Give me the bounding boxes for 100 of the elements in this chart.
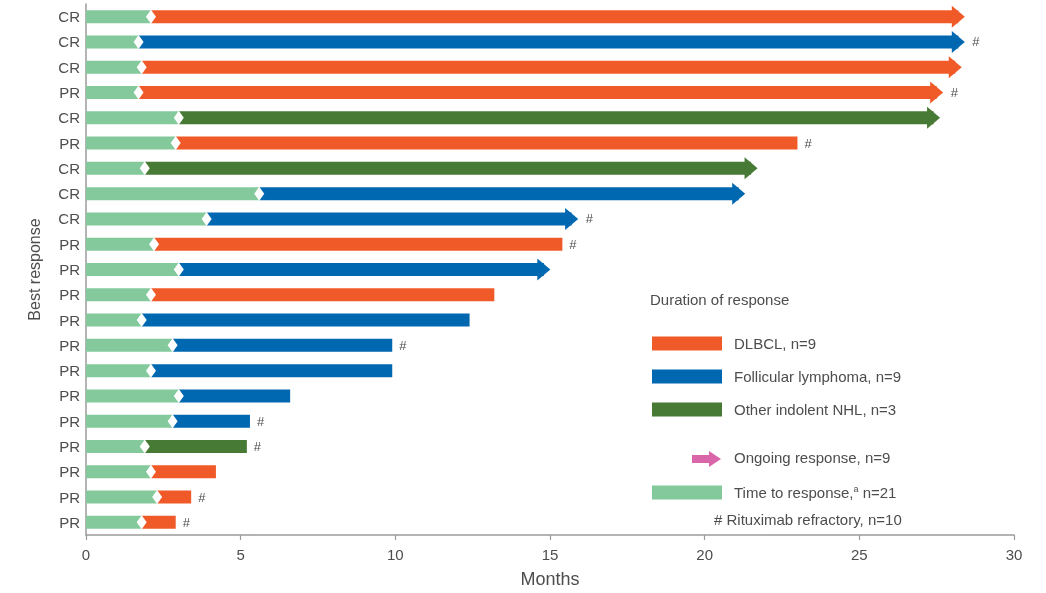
bar	[141, 515, 176, 529]
y-tick-label: PR	[59, 438, 81, 455]
x-tick-label: 0	[81, 546, 91, 563]
data-label: #	[198, 489, 207, 505]
point	[170, 136, 181, 151]
bar	[141, 313, 470, 327]
data-label: #	[804, 135, 813, 151]
bar	[86, 440, 145, 453]
annotation: Ongoing response, n=9	[734, 449, 891, 466]
legend-label: Other indolent NHL, n=3	[734, 401, 897, 418]
point	[173, 110, 184, 125]
x-axis-title: Months	[520, 569, 580, 589]
y-tick-label: PR	[59, 513, 81, 531]
y-tick-label: PR	[59, 463, 81, 481]
y-axis-title: Best response	[25, 218, 43, 321]
y-tick-label: CR	[58, 185, 81, 203]
data-label: #	[253, 439, 262, 454]
point	[173, 262, 184, 277]
bar	[86, 288, 151, 302]
y-tick-label: PR	[59, 412, 81, 430]
x-tick-label: 20	[696, 546, 714, 563]
point	[173, 388, 184, 403]
bar	[86, 212, 207, 226]
bar	[86, 414, 173, 428]
bar	[86, 515, 142, 529]
y-tick-label: PR	[59, 235, 81, 253]
bar	[157, 490, 192, 504]
data-label: #	[569, 236, 578, 252]
bar	[86, 10, 151, 24]
point	[139, 439, 150, 454]
bar	[86, 187, 260, 201]
x-tick-label: 30	[1005, 546, 1023, 563]
data-label: #	[585, 211, 594, 227]
bar	[172, 414, 250, 428]
data-label: #	[972, 34, 981, 50]
data-label: #	[399, 337, 408, 353]
legend-label: Follicular lymphoma, n=9	[734, 368, 902, 385]
bar	[154, 237, 563, 251]
y-tick-label: CR	[58, 58, 81, 76]
point	[201, 211, 212, 226]
y-tick-label: PR	[59, 286, 81, 304]
bar	[86, 136, 176, 150]
bar	[150, 364, 393, 378]
point	[167, 414, 178, 429]
bar	[86, 263, 179, 276]
data-label: #	[256, 413, 265, 429]
point	[145, 363, 156, 378]
point	[254, 186, 265, 201]
bar	[175, 136, 798, 150]
point	[139, 161, 150, 176]
bar	[86, 364, 151, 378]
y-tick-label: CR	[58, 159, 81, 177]
bar	[144, 440, 247, 453]
bar	[86, 465, 151, 479]
legend-title: Duration of response	[650, 291, 790, 308]
bar	[86, 237, 155, 251]
data-label: #	[950, 85, 959, 100]
x-tick-label: 15	[541, 546, 559, 563]
point	[152, 490, 163, 505]
bar	[86, 313, 142, 327]
y-tick-label: CR	[58, 109, 81, 127]
bar	[86, 161, 145, 175]
annotation: # Rituximab refractory, n=10	[714, 511, 902, 528]
x-tick-label: 25	[850, 546, 868, 563]
y-tick-label: CR	[58, 210, 81, 228]
bar	[86, 60, 142, 74]
legend-label: DLBCL, n=9	[734, 335, 817, 352]
x-tick-label: 5	[236, 546, 245, 563]
point	[136, 515, 147, 530]
bar	[86, 111, 179, 125]
point	[136, 313, 147, 328]
bar	[86, 338, 173, 352]
bar	[150, 288, 495, 302]
bar	[86, 490, 158, 504]
bar	[86, 389, 179, 403]
bar	[172, 338, 393, 352]
point	[145, 9, 156, 24]
x-tick-label: 10	[386, 546, 404, 563]
point	[136, 60, 147, 75]
y-tick-label: PR	[59, 387, 81, 405]
point	[167, 338, 178, 353]
y-tick-label: PR	[59, 362, 81, 380]
y-tick-label: CR	[58, 8, 81, 26]
y-tick-label: PR	[59, 488, 81, 506]
point	[133, 34, 144, 49]
y-tick-label: PR	[59, 84, 81, 101]
bar	[86, 86, 139, 99]
data-label: #	[182, 514, 191, 530]
y-tick-label: PR	[59, 336, 81, 354]
bar	[150, 465, 216, 479]
y-tick-label: PR	[59, 311, 81, 329]
y-tick-label: CR	[58, 33, 81, 51]
y-tick-label: PR	[59, 134, 81, 152]
point	[145, 464, 156, 479]
point	[145, 287, 156, 302]
bar	[178, 389, 291, 403]
point	[149, 237, 160, 252]
bar	[86, 35, 139, 49]
point	[133, 85, 144, 100]
y-tick-label: PR	[59, 261, 81, 278]
